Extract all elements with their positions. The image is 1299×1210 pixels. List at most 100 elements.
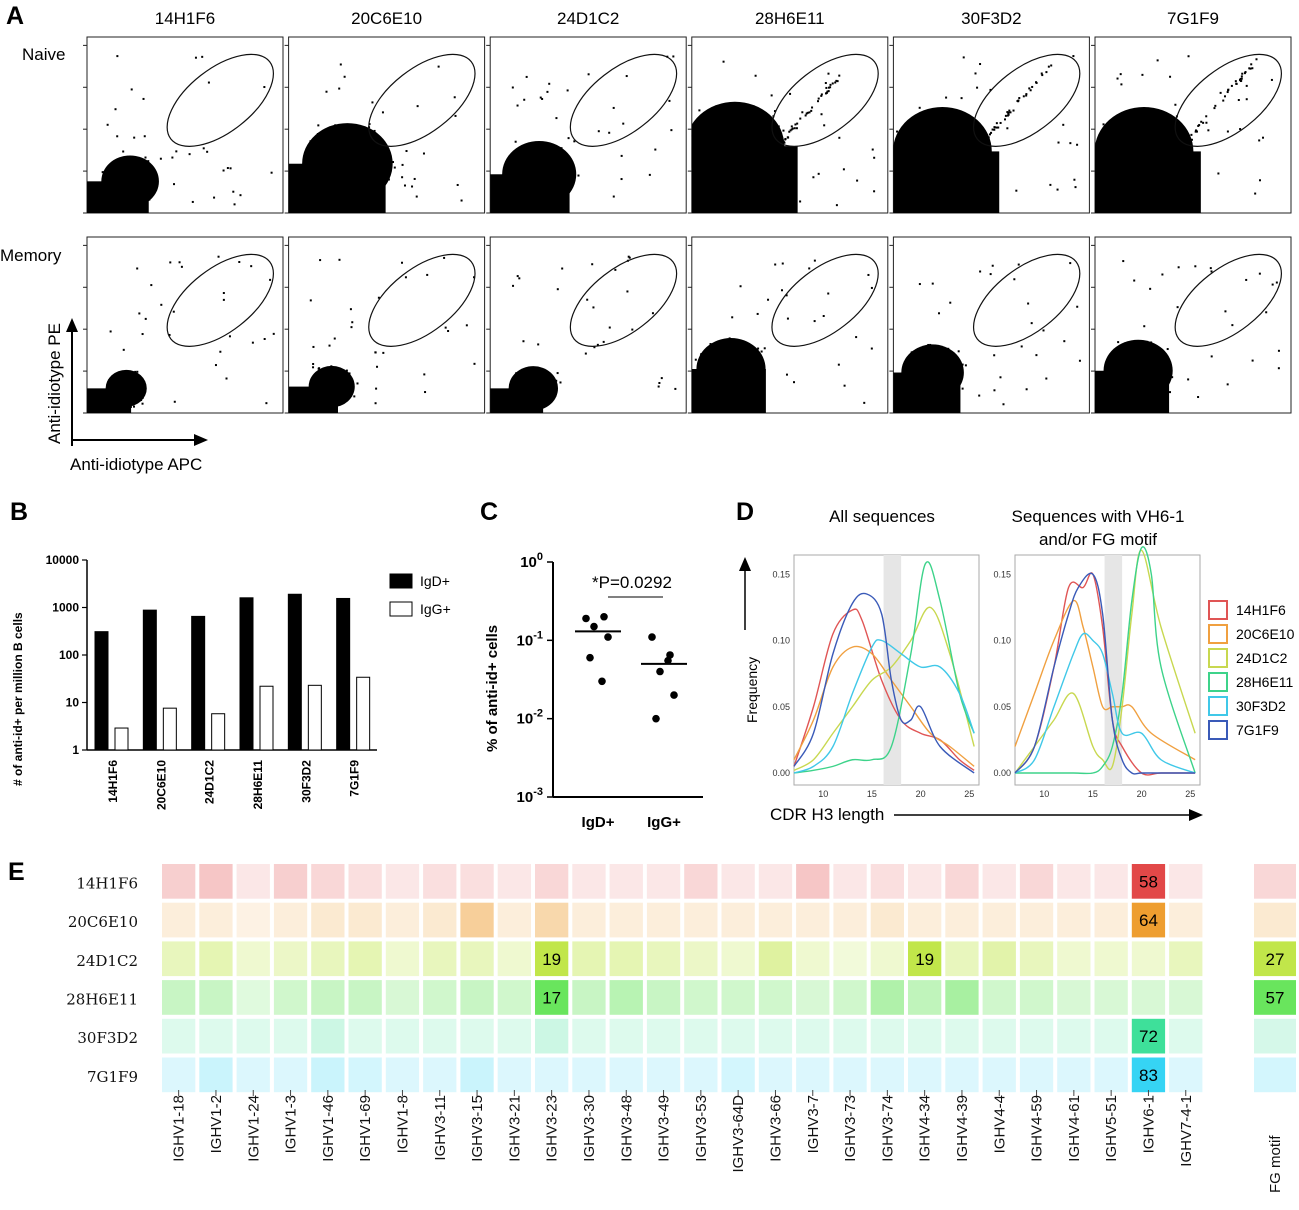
e-cell-28H6E11-IGHV3-64D (721, 980, 755, 1015)
e-cell-30F3D2-IGHV1-8 (385, 1018, 420, 1054)
e-cell-value: 64 (1139, 911, 1158, 930)
e-cell-7G1F9-IGHV1-18 (162, 1057, 196, 1093)
gate-ellipse (972, 253, 1081, 347)
panel-a-label: A (6, 2, 24, 30)
d-x-tick: 25 (1185, 789, 1195, 799)
e-cell-14H1F6-IGHV3-15 (460, 864, 494, 899)
clone-header-28H6E11: 28H6E11 (755, 9, 825, 28)
y-axis-label: Anti-idiotype PE (45, 323, 64, 444)
c-y-tick-label: 10-3 (517, 786, 543, 806)
d-subplot-1: 0.00 0.05 0.10 0.15 10 15 20 25 (993, 546, 1201, 799)
e-row-label: 14H1F6 (76, 874, 138, 892)
e-cell-7G1F9-IGHV4-39 (945, 1057, 979, 1093)
e-cell-7G1F9-IGHV1-46 (311, 1057, 345, 1093)
panel-c: C % of anti-id+ cells 100 10-1 10-2 10-3 IgD… (480, 498, 703, 831)
e-cell-14H1F6-IGHV1-46 (311, 864, 345, 899)
bar-IgD+-20C6E10 (142, 609, 157, 751)
d-highlight-band (883, 555, 902, 785)
e-column-label: IGHV3-21 (506, 1095, 523, 1162)
panel-a: A 14H1F6 20C6E10 24D1C2 28H6E11 30F3D2 7G1F9 … (0, 2, 1292, 474)
d-y-tick: 0.05 (993, 702, 1011, 712)
c-point-IgG+ (652, 714, 660, 723)
clone-header-14H1F6: 14H1F6 (155, 9, 215, 28)
row-label-naive: Naive (22, 45, 65, 64)
e-cell-20C6E10-IGHV3-73 (833, 902, 867, 938)
e-cell-30F3D2-IGHV3-21 (497, 1018, 531, 1054)
e-cell-20C6E10-IGHV1-46 (311, 902, 345, 938)
e-cell-28H6E11-IGHV1-46 (311, 980, 345, 1015)
bar-IgD+-14H1F6 (94, 631, 109, 751)
event-dots (893, 262, 1081, 413)
d-x-tick: 10 (818, 789, 828, 799)
e-cell-7G1F9-IGHV3-23 (535, 1057, 569, 1093)
d-curve-7G1F9 (793, 592, 975, 774)
b-y-axis-label: # of anti-id+ per million B cells (11, 612, 25, 786)
e-cell-28H6E11-IGHV3-21 (497, 980, 531, 1015)
e-cell-14H1F6-IGHV3-74 (870, 864, 904, 899)
panel-c-label: C (480, 498, 498, 526)
b-legend-swatch-IgD+ (389, 573, 413, 589)
e-cell-14H1F6-IGHV3-7 (796, 864, 830, 899)
e-cell-30F3D2-IGHV3-53 (684, 1018, 718, 1054)
d-x-tick: 15 (867, 789, 877, 799)
e-cell-7G1F9-IGHV3-74 (870, 1057, 904, 1093)
e-cell-14H1F6-IGHV1-18 (162, 864, 196, 899)
c-y-axis-label: % of anti-id+ cells (484, 625, 501, 752)
e-cell-30F3D2-IGHV6-1 (1131, 1018, 1166, 1054)
d-x-tick: 20 (916, 789, 926, 799)
d-x-tick: 10 (1039, 789, 1049, 799)
c-point-IgD+ (598, 677, 606, 686)
e-cell-28H6E11-IGHV4-59 (1019, 980, 1054, 1015)
c-y-tick-label: 10-2 (517, 708, 543, 728)
event-dots (893, 55, 1079, 213)
d-curve-30F3D2 (793, 639, 975, 774)
e-cell-20C6E10-IGHV3-15 (460, 902, 494, 938)
e-cell-14H1F6-IGHV1-3 (273, 864, 308, 899)
e-row-label: 30F3D2 (77, 1029, 138, 1047)
d-x-tick: 15 (1088, 789, 1098, 799)
e-column-label: IGHV4-4 (991, 1095, 1008, 1153)
naive-plot-20C6E10 (284, 36, 486, 214)
e-cell-20C6E10-IGHV3-21 (497, 902, 531, 938)
e-cell-7G1F9-IGHV3-66 (758, 1057, 793, 1093)
e-row-label: 20C6E10 (68, 913, 138, 931)
row-label-memory: Memory (0, 246, 62, 265)
e-cell-20C6E10-IGHV4-61 (1057, 902, 1091, 938)
c-category-label: IgD+ (582, 814, 615, 831)
e-cell-7G1F9-IGHV3-49 (646, 1057, 681, 1093)
e-cell-value: 17 (542, 988, 561, 1007)
e-cell-28H6E11-IGHV3-23 (535, 980, 569, 1015)
panel-e: E 14H1F6 20C6E10 24D1C2 27 28H6E11 57 30F3D2 7G… (8, 858, 1296, 1193)
e-cell-14H1F6-IGHV3-21 (497, 864, 531, 899)
b-y-tick-label: 1 (72, 743, 79, 757)
d-legend-label: 24D1C2 (1236, 650, 1288, 666)
clone-header-7G1F9: 7G1F9 (1167, 9, 1219, 28)
e-cell-20C6E10-IGHV4-39 (945, 902, 979, 938)
d-x-tick: 20 (1137, 789, 1147, 799)
d-legend-swatch-7G1F9 (1208, 720, 1228, 740)
e-cell-30F3D2-IGHV3-66 (758, 1018, 793, 1054)
e-cell-30F3D2-IGHV7-4-1 (1169, 1018, 1203, 1054)
e-cell-7G1F9-IGHV6-1 (1131, 1057, 1166, 1093)
gate-ellipse (368, 253, 476, 347)
memory-plot-28H6E11 (687, 236, 889, 414)
e-fg-cell-20C6E10 (1254, 902, 1296, 938)
d-legend-swatch-28H6E11 (1208, 672, 1228, 692)
e-cell-24D1C2-IGHV1-8 (385, 941, 420, 977)
d-curve-24D1C2 (1014, 549, 1196, 774)
d-curve-30F3D2 (1014, 632, 1196, 774)
e-cell-14H1F6-IGHV4-39 (945, 864, 979, 899)
b-category-label: 7G1F9 (348, 760, 362, 797)
e-cell-30F3D2-IGHV4-4 (982, 1018, 1016, 1054)
e-cell-20C6E10-IGHV1-69 (348, 902, 382, 938)
e-column-label: IGHV3-53 (693, 1095, 710, 1162)
e-cell-30F3D2-IGHV1-69 (348, 1018, 382, 1054)
e-fg-cell-14H1F6 (1254, 864, 1296, 899)
e-cell-30F3D2-IGHV4-59 (1019, 1018, 1054, 1054)
clone-header-30F3D2: 30F3D2 (961, 9, 1021, 28)
gate-ellipse (771, 53, 879, 147)
e-cell-28H6E11-IGHV3-74 (870, 980, 904, 1015)
e-cell-28H6E11-IGHV4-4 (982, 980, 1016, 1015)
e-cell-14H1F6-IGHV4-4 (982, 864, 1016, 899)
